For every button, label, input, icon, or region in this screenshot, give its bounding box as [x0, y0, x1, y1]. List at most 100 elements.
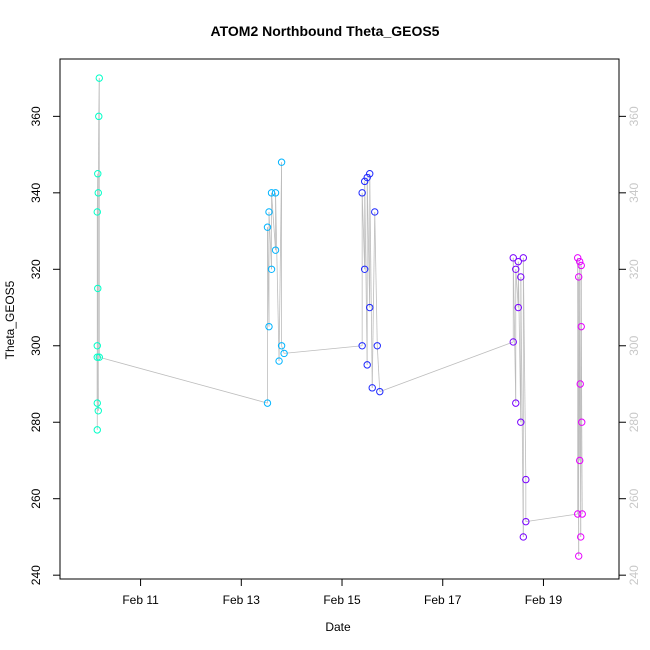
data-point [93, 399, 101, 407]
data-point [265, 208, 273, 216]
data-point [263, 223, 272, 231]
connector-line [581, 422, 583, 515]
data-point [522, 517, 530, 526]
y-tick-label-right: 240 [627, 565, 641, 585]
data-point [519, 533, 528, 541]
x-tick-label: Feb 17 [424, 593, 462, 607]
y-tick-label-right: 320 [627, 259, 641, 279]
data-point [509, 338, 517, 346]
connector-lines [96, 78, 583, 557]
connector-line [366, 177, 371, 308]
y-tick-label-left: 360 [29, 106, 43, 126]
y-tick-label-right: 280 [627, 412, 641, 432]
connector-line [376, 345, 381, 392]
x-tick-label: Feb 13 [223, 593, 261, 607]
data-point [522, 475, 530, 484]
data-point [93, 208, 101, 216]
x-tick-label: Feb 11 [122, 593, 159, 607]
data-point [577, 261, 585, 270]
connector-line [579, 261, 581, 385]
data-point [275, 357, 283, 365]
connector-line [371, 211, 376, 388]
data-point [574, 510, 582, 518]
connector-line [374, 211, 378, 346]
y-tick-label-left: 280 [29, 412, 43, 432]
connector-line [275, 192, 280, 362]
data-point [512, 399, 520, 407]
data-point [578, 510, 586, 518]
data-point [263, 399, 272, 407]
connector-line [284, 345, 363, 354]
connector-line [520, 276, 524, 537]
connector-line [517, 261, 522, 423]
connector-line [369, 173, 373, 388]
data-point [576, 380, 584, 388]
data-point [514, 257, 522, 266]
data-point [358, 189, 366, 197]
data-point [265, 322, 273, 331]
y-tick-label-right: 300 [627, 335, 641, 355]
data-point [95, 112, 103, 121]
data-point [368, 384, 376, 392]
connector-line [99, 356, 268, 404]
data-point [509, 254, 517, 262]
data-point [277, 158, 286, 166]
y-tick-label-right: 260 [627, 488, 641, 508]
y-tick-label-left: 260 [29, 488, 43, 508]
data-point [271, 189, 280, 197]
data-point [94, 407, 102, 415]
data-point [578, 418, 586, 426]
connector-line [278, 162, 282, 362]
connector-line [364, 181, 368, 365]
data-point [277, 342, 286, 350]
data-point [517, 418, 525, 426]
data-point [95, 353, 103, 361]
data-point [575, 552, 583, 560]
data-point [577, 533, 585, 541]
data-point [514, 303, 522, 312]
data-point [94, 189, 102, 197]
data-point [267, 265, 276, 273]
data-point [512, 265, 520, 273]
data-point [95, 74, 103, 82]
data-point [360, 177, 369, 186]
connector-line [580, 265, 583, 423]
data-point [366, 170, 374, 178]
y-axis-left: 240 260 280 300 320 340 360 [29, 106, 60, 585]
data-point [94, 170, 102, 178]
x-axis-label: Date [325, 620, 351, 634]
connector-line [515, 269, 519, 308]
connector-line [379, 341, 514, 393]
data-point [360, 265, 369, 273]
data-point [577, 322, 585, 331]
data-point [366, 303, 374, 312]
data-point [280, 349, 288, 358]
chart-title: ATOM2 Northbound Theta_GEOS5 [211, 23, 440, 39]
y-tick-label-left: 320 [29, 259, 43, 279]
x-axis: Feb 11 Feb 13 Feb 15 Feb 17 Feb 19 [122, 579, 562, 607]
connector-line [97, 116, 100, 193]
data-point [363, 361, 371, 369]
data-point [517, 273, 525, 281]
data-point [574, 254, 582, 262]
data-point [358, 342, 366, 350]
data-point [371, 208, 379, 216]
connector-line [522, 257, 527, 480]
x-tick-label: Feb 19 [525, 593, 563, 607]
y-axis-right: 240 260 280 300 320 340 360 [619, 106, 641, 585]
y-tick-label-left: 300 [29, 335, 43, 355]
data-point [363, 173, 371, 182]
plot-frame [59, 58, 620, 580]
data-point [267, 189, 276, 197]
connector-line [268, 211, 272, 270]
connector-line [361, 192, 366, 270]
data-point [376, 387, 384, 396]
y-axis-label: Theta_GEOS5 [3, 280, 17, 359]
data-point [93, 342, 101, 350]
data-point [576, 257, 584, 266]
connector-line [512, 257, 517, 404]
data-point [93, 426, 101, 434]
y-tick-label-right: 340 [627, 182, 641, 202]
data-point [93, 353, 101, 361]
